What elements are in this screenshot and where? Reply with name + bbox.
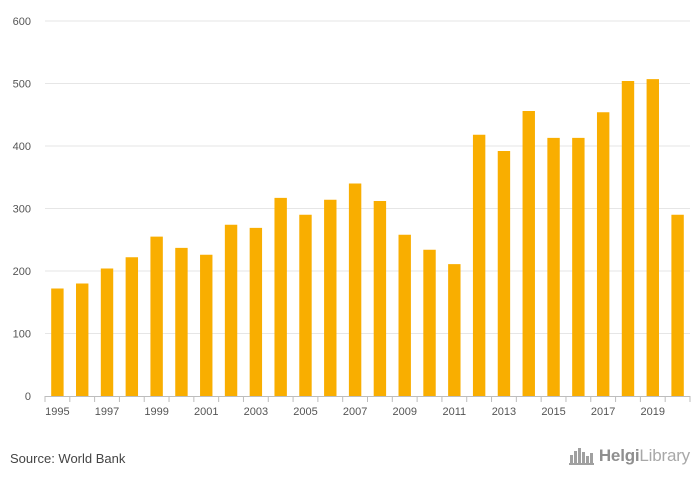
bar-2005 — [299, 214, 312, 396]
bar-2020 — [671, 214, 684, 396]
x-tick-label-1999: 1999 — [144, 406, 168, 418]
grid-lines — [45, 20, 690, 334]
x-tick-label-2017: 2017 — [591, 406, 615, 418]
x-tick-label-2013: 2013 — [492, 406, 516, 418]
x-tick-label-2011: 2011 — [442, 406, 466, 418]
y-axis-ticks: 0 100 200 300 400 500 600 — [13, 16, 31, 403]
x-tick-label-2007: 2007 — [343, 406, 367, 418]
chart-footer: Source: World Bank HelgiLibrary — [0, 440, 700, 483]
y-tick-label-600: 600 — [13, 16, 31, 28]
y-tick-label-100: 100 — [13, 329, 31, 341]
bar-1996 — [76, 283, 89, 396]
source-label: Source: World Bank — [10, 451, 126, 466]
bar-2002 — [224, 224, 238, 396]
bar-1997 — [100, 268, 114, 396]
bar-2000 — [175, 247, 188, 396]
y-tick-label-400: 400 — [13, 141, 31, 153]
x-tick-label-2005: 2005 — [293, 406, 317, 418]
x-axis-ticks: 1995 1997 1999 2001 2003 2005 2007 2009 2011 2013… — [44, 396, 691, 418]
y-tick-label-200: 200 — [13, 266, 31, 278]
bar-2012 — [472, 134, 486, 396]
logo-text-light: Library — [639, 446, 690, 465]
y-tick-label-500: 500 — [13, 79, 31, 91]
bar-2008 — [373, 201, 387, 396]
y-tick-label-300: 300 — [13, 204, 31, 216]
bar-2009 — [398, 234, 411, 396]
bar-2007 — [348, 183, 362, 396]
bar-2018 — [621, 81, 635, 396]
bar-2004 — [274, 197, 287, 396]
x-tick-label-2009: 2009 — [392, 406, 416, 418]
bar-1999 — [150, 236, 163, 396]
bar-2017 — [596, 112, 610, 396]
x-tick-label-2003: 2003 — [244, 406, 268, 418]
x-tick-label-1997: 1997 — [95, 406, 119, 418]
x-tick-label-1995: 1995 — [45, 406, 69, 418]
bar-2011 — [448, 264, 461, 396]
bar-2001 — [200, 254, 213, 396]
bar-1995 — [51, 288, 64, 396]
bar-2013 — [497, 151, 511, 396]
bar-2015 — [547, 137, 560, 396]
bar-1998 — [125, 257, 139, 396]
city-skyline-icon — [568, 448, 594, 465]
bar-chart: 0 100 200 300 400 500 600 1995 1997 1999 2001 2003… — [13, 16, 691, 418]
bar-2014 — [522, 111, 535, 396]
x-tick-label-2019: 2019 — [641, 406, 665, 418]
bar-2016 — [572, 137, 585, 396]
bar-2006 — [324, 199, 337, 396]
logo-text-bold: Helgi — [598, 446, 640, 465]
x-tick-label-2001: 2001 — [194, 406, 218, 418]
bar-2010 — [423, 249, 436, 396]
y-tick-label-0: 0 — [25, 391, 31, 403]
bar-2003 — [249, 227, 263, 396]
bar-2019 — [646, 79, 659, 396]
bars — [51, 79, 684, 396]
helgi-library-logo[interactable]: HelgiLibrary — [568, 446, 690, 466]
x-tick-label-2015: 2015 — [541, 406, 565, 418]
